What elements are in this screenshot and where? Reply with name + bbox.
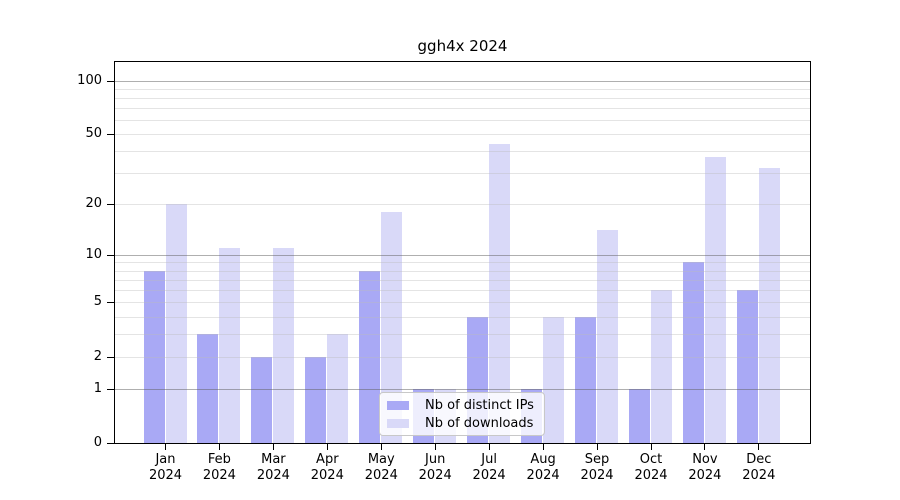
y-tick-1 <box>107 388 114 390</box>
bar-nb-of-downloads-sep <box>597 230 619 443</box>
bar-nb-of-distinct-ips-feb <box>197 334 219 443</box>
x-tick-label-apr: Apr 2024 <box>310 452 344 483</box>
bar-nb-of-downloads-aug <box>543 316 565 443</box>
y-tick-20 <box>107 203 114 205</box>
bar-nb-of-downloads-jul <box>489 144 511 443</box>
minor-gridline-70 <box>115 108 810 110</box>
y-tick-0 <box>107 443 114 444</box>
x-tick-label-may: May 2024 <box>364 452 398 483</box>
x-tick-label-jul: Jul 2024 <box>472 452 506 483</box>
bar-nb-of-distinct-ips-sep <box>575 316 597 443</box>
y-tick-5 <box>107 302 114 304</box>
bar-nb-of-downloads-nov <box>704 157 726 443</box>
bar-nb-of-downloads-oct <box>650 290 672 443</box>
minor-gridline-40 <box>115 151 810 153</box>
x-tick-label-feb: Feb 2024 <box>202 452 236 483</box>
y-tick-label-0: 0 <box>93 435 102 450</box>
y-tick-label-5: 5 <box>93 294 102 310</box>
y-tick-label-20: 20 <box>85 195 102 211</box>
x-tick-jan <box>165 444 166 450</box>
bar-nb-of-distinct-ips-may <box>359 270 381 443</box>
x-tick-label-jun: Jun 2024 <box>418 452 452 483</box>
minor-gridline-80 <box>115 97 810 99</box>
legend-item-nb-of-distinct-ips: Nb of distinct IPs <box>387 397 534 414</box>
x-tick-label-jan: Jan 2024 <box>148 452 183 483</box>
bar-nb-of-distinct-ips-mar <box>251 356 273 443</box>
x-tick-label-oct: Oct 2024 <box>634 452 668 483</box>
x-tick-jul <box>488 444 490 450</box>
legend-item-nb-of-downloads: Nb of downloads <box>387 415 533 432</box>
y-tick-label-2: 2 <box>93 348 102 364</box>
bar-nb-of-downloads-apr <box>327 334 349 443</box>
x-tick-aug <box>542 444 544 450</box>
legend-label-nb-of-downloads: Nb of downloads <box>425 416 534 431</box>
bar-nb-of-downloads-dec <box>758 168 780 443</box>
x-tick-may <box>380 444 382 450</box>
x-tick-oct <box>650 444 652 450</box>
y-tick-label-100: 100 <box>77 72 102 88</box>
bar-nb-of-downloads-may <box>381 211 403 443</box>
x-tick-sep <box>596 444 598 450</box>
bar-nb-of-downloads-feb <box>219 247 241 443</box>
bar-nb-of-downloads-jan <box>165 203 187 443</box>
chart-title: ggh4x 2024 <box>417 37 508 55</box>
x-tick-label-mar: Mar 2024 <box>256 452 290 483</box>
minor-gridline-60 <box>115 120 810 122</box>
bar-nb-of-distinct-ips-oct <box>628 388 650 443</box>
x-tick-label-sep: Sep 2024 <box>580 452 614 483</box>
x-tick-mar <box>272 444 274 450</box>
bar-nb-of-distinct-ips-jan <box>143 270 165 443</box>
bar-nb-of-distinct-ips-nov <box>682 262 704 443</box>
legend-swatch-nb-of-downloads <box>387 419 409 428</box>
plot-area <box>114 61 811 444</box>
y-tick-50 <box>107 134 114 136</box>
y-tick-100 <box>107 80 114 82</box>
x-tick-label-nov: Nov 2024 <box>688 452 722 483</box>
x-tick-feb <box>218 444 220 450</box>
x-tick-label-aug: Aug 2024 <box>526 452 560 483</box>
bar-nb-of-distinct-ips-apr <box>305 356 327 443</box>
bar-nb-of-distinct-ips-dec <box>736 290 758 443</box>
minor-gridline-90 <box>115 88 810 90</box>
y-tick-10 <box>107 254 114 256</box>
legend-swatch-nb-of-distinct-ips <box>387 401 409 410</box>
x-tick-dec <box>758 444 760 450</box>
x-tick-nov <box>704 444 706 450</box>
legend-label-nb-of-distinct-ips: Nb of distinct IPs <box>425 398 534 413</box>
x-tick-jun <box>434 444 436 450</box>
x-tick-apr <box>326 444 328 450</box>
legend: Nb of distinct IPs Nb of downloads <box>379 392 545 436</box>
bar-nb-of-downloads-mar <box>273 247 295 443</box>
minor-gridline-50 <box>115 134 810 136</box>
y-tick-label-10: 10 <box>85 246 102 262</box>
x-tick-label-dec: Dec 2024 <box>742 452 776 483</box>
major-gridline-100 <box>115 80 810 82</box>
y-tick-label-1: 1 <box>93 380 102 396</box>
y-tick-label-50: 50 <box>85 126 102 142</box>
y-tick-2 <box>107 356 114 358</box>
